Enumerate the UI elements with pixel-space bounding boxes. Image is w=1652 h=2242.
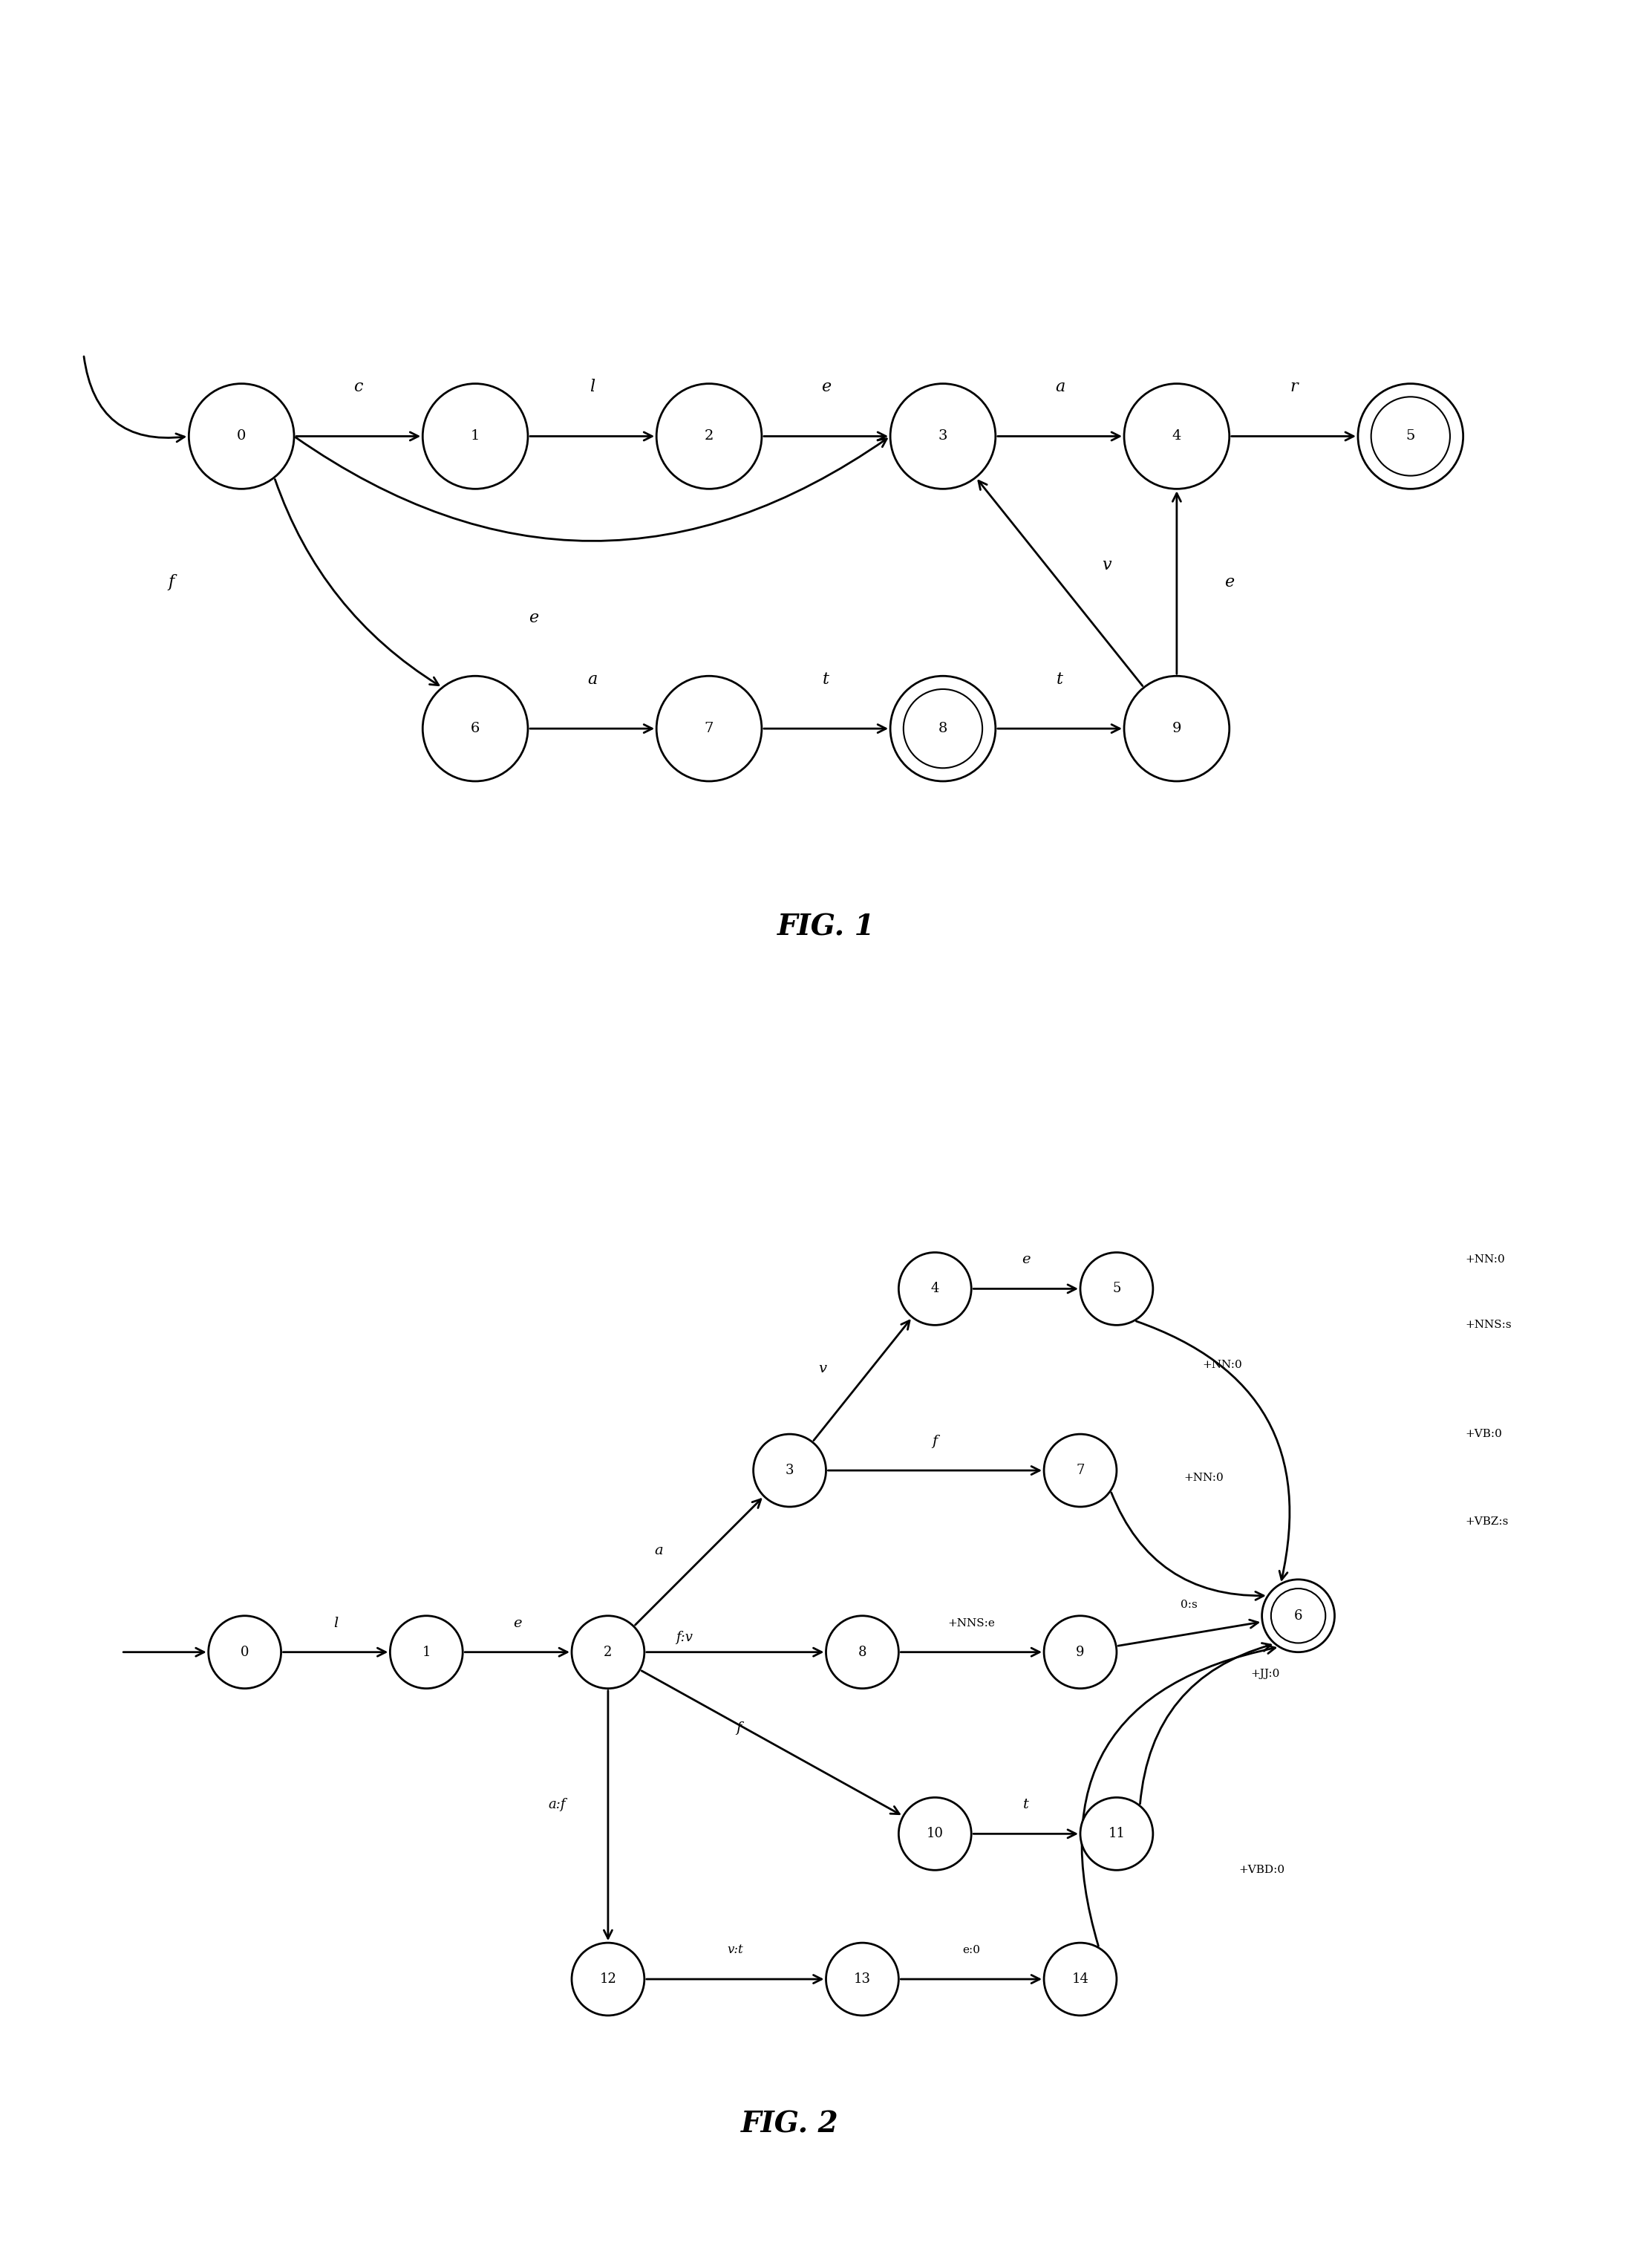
Text: c: c	[354, 379, 363, 395]
Circle shape	[1123, 383, 1229, 489]
Text: 6: 6	[1294, 1610, 1302, 1623]
Circle shape	[753, 1435, 826, 1507]
Text: 9: 9	[1075, 1646, 1085, 1659]
Text: f:v: f:v	[676, 1630, 692, 1643]
Circle shape	[904, 688, 983, 769]
Text: +NN:0: +NN:0	[1203, 1361, 1242, 1370]
Text: l: l	[590, 379, 595, 395]
Text: 2: 2	[704, 430, 714, 444]
Text: +NNS:s: +NNS:s	[1465, 1321, 1512, 1330]
Text: 7: 7	[1075, 1464, 1084, 1477]
Circle shape	[1358, 383, 1464, 489]
Circle shape	[656, 383, 762, 489]
Circle shape	[899, 1798, 971, 1870]
Circle shape	[1044, 1944, 1117, 2016]
Circle shape	[899, 1253, 971, 1325]
Text: 8: 8	[938, 722, 948, 735]
Text: 7: 7	[704, 722, 714, 735]
Text: v: v	[1102, 556, 1112, 574]
Circle shape	[423, 383, 529, 489]
Text: +JJ:0: +JJ:0	[1251, 1668, 1280, 1679]
Text: 1: 1	[423, 1646, 431, 1659]
Text: e: e	[1224, 574, 1234, 590]
Text: t: t	[823, 670, 829, 688]
Text: +VBD:0: +VBD:0	[1239, 1865, 1285, 1874]
Circle shape	[1270, 1590, 1325, 1643]
Text: +NNS:e: +NNS:e	[948, 1619, 995, 1628]
Text: 1: 1	[471, 430, 479, 444]
Text: r: r	[1290, 379, 1297, 395]
Text: e: e	[821, 379, 831, 395]
Text: e: e	[529, 610, 539, 626]
Circle shape	[826, 1616, 899, 1688]
Text: FIG. 1: FIG. 1	[776, 912, 876, 942]
Text: 2: 2	[605, 1646, 613, 1659]
Text: 3: 3	[938, 430, 948, 444]
Text: 9: 9	[1171, 722, 1181, 735]
Circle shape	[1080, 1253, 1153, 1325]
Text: a: a	[654, 1545, 662, 1556]
Text: +NN:0: +NN:0	[1184, 1473, 1224, 1482]
Text: 4: 4	[1173, 430, 1181, 444]
Circle shape	[1080, 1798, 1153, 1870]
Text: +VB:0: +VB:0	[1465, 1428, 1502, 1439]
Circle shape	[1371, 397, 1450, 475]
Text: e: e	[512, 1616, 522, 1630]
Circle shape	[656, 677, 762, 780]
Text: 4: 4	[930, 1282, 940, 1296]
Text: 6: 6	[471, 722, 479, 735]
Text: v: v	[818, 1363, 826, 1374]
Text: a: a	[1056, 379, 1066, 395]
Text: 0:s: 0:s	[1181, 1601, 1198, 1610]
Text: 12: 12	[600, 1973, 616, 1986]
Text: FIG. 2: FIG. 2	[740, 2110, 839, 2139]
Circle shape	[572, 1616, 644, 1688]
Text: t: t	[1023, 1798, 1029, 1812]
Text: l: l	[334, 1616, 339, 1630]
Text: f: f	[737, 1722, 742, 1735]
Text: +NN:0: +NN:0	[1465, 1256, 1505, 1264]
Text: 0: 0	[241, 1646, 249, 1659]
Text: a: a	[586, 670, 596, 688]
Text: e: e	[1021, 1253, 1031, 1267]
Circle shape	[1044, 1435, 1117, 1507]
Circle shape	[1044, 1616, 1117, 1688]
Circle shape	[890, 383, 996, 489]
Text: t: t	[1057, 670, 1064, 688]
Text: v:t: v:t	[727, 1944, 743, 1957]
Text: 14: 14	[1072, 1973, 1089, 1986]
Text: 8: 8	[857, 1646, 867, 1659]
Circle shape	[572, 1944, 644, 2016]
Circle shape	[890, 677, 996, 780]
Text: +VBZ:s: +VBZ:s	[1465, 1516, 1508, 1527]
Text: 5: 5	[1112, 1282, 1120, 1296]
Circle shape	[1262, 1578, 1335, 1652]
Text: 13: 13	[854, 1973, 871, 1986]
Text: f: f	[932, 1435, 938, 1448]
Text: 3: 3	[785, 1464, 795, 1477]
Text: 0: 0	[236, 430, 246, 444]
Text: 5: 5	[1406, 430, 1416, 444]
Circle shape	[423, 677, 529, 780]
Circle shape	[208, 1616, 281, 1688]
Circle shape	[390, 1616, 463, 1688]
Circle shape	[188, 383, 294, 489]
Text: f: f	[169, 574, 175, 590]
Circle shape	[826, 1944, 899, 2016]
Text: 10: 10	[927, 1827, 943, 1841]
Text: 11: 11	[1108, 1827, 1125, 1841]
Circle shape	[1123, 677, 1229, 780]
Text: a:f: a:f	[548, 1798, 567, 1812]
Text: e:0: e:0	[963, 1944, 980, 1955]
